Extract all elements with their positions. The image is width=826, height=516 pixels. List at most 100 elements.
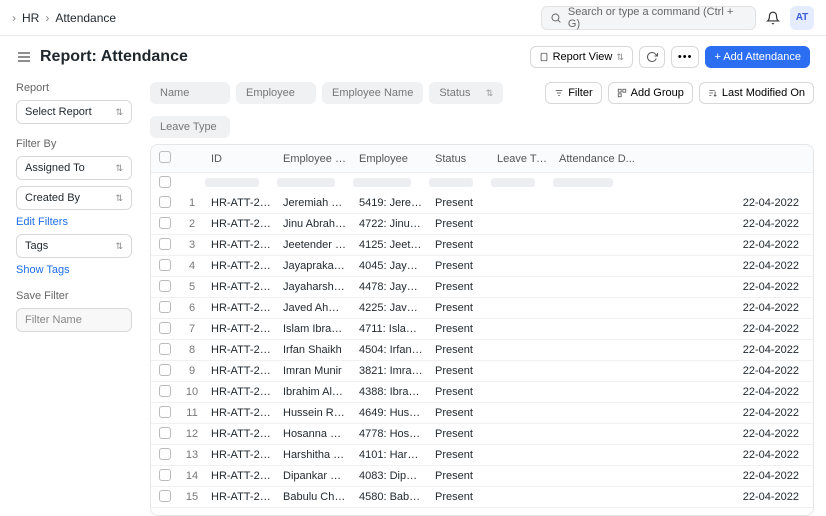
chip-name[interactable]: Name: [150, 82, 230, 104]
cell-employee: 4388: Ibrahim ...: [353, 386, 429, 398]
row-checkbox[interactable]: [159, 280, 171, 292]
table-row[interactable]: 1HR-ATT-2022-...Jeremiah Mala...5419: Je…: [151, 193, 813, 214]
row-checkbox[interactable]: [159, 301, 171, 313]
filter-button[interactable]: Filter: [545, 82, 601, 104]
breadcrumb-attendance[interactable]: Attendance: [55, 11, 116, 25]
col-leave-type[interactable]: Leave Type: [491, 153, 553, 165]
table-row[interactable]: 13HR-ATT-2022-...Harshitha Puth...4101: …: [151, 445, 813, 466]
cell-employee: 4649: Hussein ...: [353, 407, 429, 419]
table-row[interactable]: 8HR-ATT-2022-...Irfan Shaikh4504: Irfan …: [151, 340, 813, 361]
chevron-updown-icon: ⇅: [486, 88, 494, 99]
table-row[interactable]: 12HR-ATT-2022-...Hosanna Gaon ...4778: H…: [151, 424, 813, 445]
row-checkbox[interactable]: [159, 176, 171, 188]
group-icon: [617, 88, 627, 98]
row-index: 5: [179, 281, 205, 293]
menu-icon[interactable]: [16, 49, 32, 65]
row-checkbox[interactable]: [159, 490, 171, 502]
row-checkbox[interactable]: [159, 196, 171, 208]
chip-leave-type[interactable]: Leave Type: [150, 116, 230, 138]
show-tags-link[interactable]: Show Tags: [16, 264, 132, 276]
table-row[interactable]: 2HR-ATT-2022-...Jinu Abraham4722: Jinu A…: [151, 214, 813, 235]
row-checkbox[interactable]: [159, 238, 171, 250]
col-attendance-date[interactable]: Attendance D...: [553, 153, 813, 165]
cell-status: Present: [429, 365, 491, 377]
row-checkbox[interactable]: [159, 322, 171, 334]
col-employee-name[interactable]: Employee Na...: [277, 153, 353, 165]
cell-employee: 4083: Dipanka...: [353, 470, 429, 482]
table-row[interactable]: 14HR-ATT-2022-...Dipankar Dey4083: Dipan…: [151, 466, 813, 487]
filter-name-input[interactable]: Filter Name: [16, 308, 132, 332]
row-index: 11: [179, 407, 205, 419]
cell-employee-name: Jinu Abraham: [277, 218, 353, 230]
select-report[interactable]: Select Report ⇅: [16, 100, 132, 124]
table-row[interactable]: 10HR-ATT-2022-...Ibrahim Aly Ibr...4388:…: [151, 382, 813, 403]
row-checkbox[interactable]: [159, 259, 171, 271]
sidebar: Report Select Report ⇅ Filter By Assigne…: [0, 78, 144, 516]
table-row[interactable]: 7HR-ATT-2022-...Islam Ibrahim A...4711: …: [151, 319, 813, 340]
cell-status: Present: [429, 449, 491, 461]
row-checkbox[interactable]: [159, 448, 171, 460]
refresh-button[interactable]: [639, 46, 665, 68]
breadcrumb-hr[interactable]: HR: [22, 11, 39, 25]
filter-button-label: Filter: [568, 87, 592, 99]
add-group-button[interactable]: Add Group: [608, 82, 693, 104]
notifications-icon[interactable]: [766, 11, 780, 25]
table-row[interactable]: 3HR-ATT-2022-...Jeetender Lala4125: Jeet…: [151, 235, 813, 256]
avatar-initials: AT: [796, 12, 809, 23]
ellipsis-icon: •••: [678, 51, 693, 63]
cell-id: HR-ATT-2022-...: [205, 449, 277, 461]
chip-employee-name-label: Employee Name: [332, 87, 413, 99]
table-row[interactable]: 5HR-ATT-2022-...Jayaharsh Jaya...4478: J…: [151, 277, 813, 298]
edit-filters-link[interactable]: Edit Filters: [16, 216, 132, 228]
row-checkbox[interactable]: [159, 427, 171, 439]
created-by-select[interactable]: Created By ⇅: [16, 186, 132, 210]
search-icon: [550, 12, 562, 24]
row-checkbox[interactable]: [159, 217, 171, 229]
chip-leave-type-label: Leave Type: [160, 121, 217, 133]
table-row[interactable]: 4HR-ATT-2022-...Jayaprakash T...4045: Ja…: [151, 256, 813, 277]
more-button[interactable]: •••: [671, 46, 700, 68]
table-row[interactable]: 6HR-ATT-2022-...Javed Ahmed4225: Javed A…: [151, 298, 813, 319]
row-index: 13: [179, 449, 205, 461]
row-index: 9: [179, 365, 205, 377]
select-all-checkbox[interactable]: [159, 151, 171, 163]
table-row[interactable]: 9HR-ATT-2022-...Imran Munir3821: Imran M…: [151, 361, 813, 382]
chip-status[interactable]: Status⇅: [429, 82, 503, 104]
add-attendance-button[interactable]: + Add Attendance: [705, 46, 810, 68]
title-bar: Report: Attendance Report View ⇅ ••• + A…: [0, 36, 826, 78]
page-title: Report: Attendance: [40, 48, 188, 66]
sort-button[interactable]: Last Modified On: [699, 82, 814, 104]
cell-date: 22-04-2022: [553, 449, 813, 461]
col-employee[interactable]: Employee: [353, 153, 429, 165]
cell-id: HR-ATT-2022-...: [205, 197, 277, 209]
assigned-to-select[interactable]: Assigned To ⇅: [16, 156, 132, 180]
sort-icon: [708, 88, 718, 98]
cell-employee: 4101: Harshith...: [353, 449, 429, 461]
cell-status: Present: [429, 260, 491, 272]
row-checkbox[interactable]: [159, 343, 171, 355]
row-checkbox[interactable]: [159, 469, 171, 481]
tags-select[interactable]: Tags ⇅: [16, 234, 132, 258]
col-status[interactable]: Status: [429, 153, 491, 165]
row-index: 2: [179, 218, 205, 230]
report-view-label: Report View: [553, 51, 613, 63]
table-row[interactable]: 15HR-ATT-2022-...Babulu Cheera...4580: B…: [151, 487, 813, 508]
cell-date: 22-04-2022: [553, 344, 813, 356]
cell-employee: 4711: Islam Ibr...: [353, 323, 429, 335]
col-id[interactable]: ID: [205, 153, 277, 165]
cell-employee: 4778: Hosanna...: [353, 428, 429, 440]
cell-date: 22-04-2022: [553, 239, 813, 251]
avatar[interactable]: AT: [790, 6, 814, 30]
cell-employee-name: Islam Ibrahim A...: [277, 323, 353, 335]
row-checkbox[interactable]: [159, 364, 171, 376]
report-view-button[interactable]: Report View ⇅: [530, 46, 633, 68]
row-index: 15: [179, 491, 205, 503]
cell-date: 22-04-2022: [553, 260, 813, 272]
search-input[interactable]: Search or type a command (Ctrl + G): [541, 6, 756, 30]
chip-employee[interactable]: Employee: [236, 82, 316, 104]
chip-employee-name[interactable]: Employee Name: [322, 82, 423, 104]
row-checkbox[interactable]: [159, 385, 171, 397]
row-checkbox[interactable]: [159, 406, 171, 418]
cell-date: 22-04-2022: [553, 302, 813, 314]
table-row[interactable]: 11HR-ATT-2022-...Hussein Rabie ...4649: …: [151, 403, 813, 424]
